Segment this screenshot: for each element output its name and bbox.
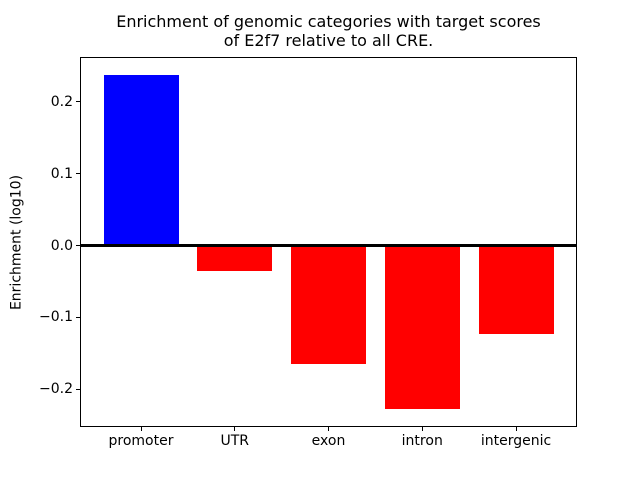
y-tick-label-−0.2: −0.2 <box>39 381 73 398</box>
bar-exon <box>291 245 366 365</box>
zero-line <box>81 244 576 248</box>
y-axis-label: Enrichment (log10) <box>8 174 25 311</box>
x-tick-label-exon: exon <box>311 433 346 449</box>
bar-UTR <box>197 245 273 272</box>
x-tick-mark <box>234 427 236 431</box>
y-tick-mark <box>76 173 80 175</box>
x-tick-label-intergenic: intergenic <box>480 433 552 449</box>
x-tick-mark <box>328 427 329 431</box>
y-tick-mark <box>76 388 80 390</box>
x-tick-label-promoter: promoter <box>108 433 174 449</box>
bar-intergenic <box>478 245 554 334</box>
x-tick-label-intron: intron <box>401 433 443 449</box>
y-tick-label-0.0: 0.0 <box>50 237 73 254</box>
y-tick-label-0.1: 0.1 <box>50 165 73 182</box>
bar-promoter <box>103 74 179 246</box>
bar-intron <box>384 245 460 410</box>
y-tick-label-−0.1: −0.1 <box>39 309 73 326</box>
x-tick-mark <box>515 427 517 431</box>
y-tick-mark <box>76 316 80 318</box>
x-tick-mark <box>421 427 423 431</box>
y-tick-mark <box>76 101 80 103</box>
x-tick-mark <box>140 427 142 431</box>
chart-title: Enrichment of genomic categories with ta… <box>116 12 541 50</box>
y-tick-label-0.2: 0.2 <box>50 93 73 110</box>
y-tick-mark <box>76 245 80 247</box>
plot-area <box>80 57 577 427</box>
x-tick-label-UTR: UTR <box>220 433 250 449</box>
